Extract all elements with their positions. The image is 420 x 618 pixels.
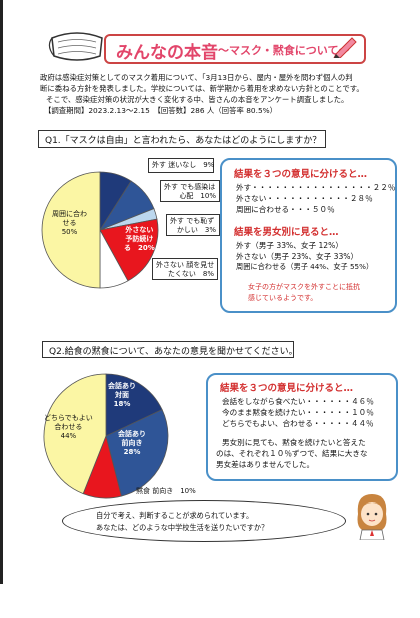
page-edge: [0, 0, 3, 584]
intro-text: 政府は感染症対策としてのマスク着用について、「3月13日から、屋内・屋外を問わず…: [40, 72, 392, 116]
pencil-icon: [333, 37, 357, 58]
q1-slice-3: [99, 218, 159, 282]
q1-summary-heading: 結果を３つの意見に分けると…: [234, 169, 368, 180]
q1-pie-chart: [41, 171, 159, 289]
bubble-line: 自分で考え、判断することが求められています。: [96, 511, 254, 520]
label-line: る 20%: [124, 244, 155, 252]
label-line: 周囲に合わ: [52, 210, 87, 218]
student-illustration: [357, 494, 387, 540]
q1-gender-line: 外す（男子 33%、女子 12%）: [236, 241, 343, 250]
label-line: どちらでもよい: [44, 414, 93, 422]
callout-text: 外す でも恥ず: [170, 217, 215, 225]
q2-summary-line: どちらでもよい、合わせる・・・・・４４％: [222, 419, 374, 428]
question-1: Q1.「マスクは自由」と言われたら、あなたはどのようにしますか？: [38, 130, 326, 148]
callout-text: かしい 3%: [176, 226, 216, 234]
label-line: 外さない: [125, 226, 154, 234]
callout-text: 外さない 顔を見せ: [156, 261, 215, 269]
label-line: 黙食 前向き 10%: [136, 487, 196, 495]
q1-callout-kao: 外さない 顔を見せ たくない 8%: [152, 258, 218, 280]
q2-summary-box: 結果を３つの意見に分けると… 会話をしながら食べたい・・・・・・４６％ 今のまま…: [206, 373, 398, 481]
q1-gender-line: 外さない（男子 23%、女子 33%）: [236, 252, 359, 261]
q2-slice-1: [105, 409, 169, 497]
callout-text: 外す でも感染は: [164, 183, 216, 191]
q2-label-mokushoku: 黙食 前向き 10%: [136, 487, 196, 496]
q1-gender-line: 周囲に合わせる（男子 44%、女子 55%）: [236, 262, 374, 271]
label-line: 44%: [60, 432, 77, 440]
q1-callout-hazukashii: 外す でも恥ず かしい 3%: [166, 214, 220, 236]
q1-summary-line: 外さない・・・・・・・・・・・２８％: [236, 194, 373, 203]
q2-label-taimen: 会話あり 対面 18%: [108, 382, 136, 409]
label-line: 会話あり: [108, 382, 136, 390]
q1-callout-nomayoi: 外す 迷いなし 9%: [148, 158, 214, 173]
q2-note: 男女別に見ても、黙食を続けたいと答えた: [222, 438, 366, 447]
question-2: Q2.給食の黙食について、あなたの意見を聞かせてください。: [42, 341, 298, 358]
label-line: 50%: [61, 228, 78, 236]
speech-bubble: [62, 500, 346, 542]
header: みんなの本音 ～マスク・黙食について～: [46, 30, 366, 64]
q1-note: 女子の方がマスクを外すことに抵抗: [248, 283, 360, 291]
q2-note: のは、それぞれ１０％ずつで、結果に大きな: [216, 449, 368, 458]
intro-line: 政府は感染症対策としてのマスク着用について、「3月13日から、屋内・屋外を問わず…: [40, 73, 353, 82]
q2-pie-chart: [43, 373, 169, 499]
q2-label-maemuki: 会話あり 前向き 28%: [118, 430, 146, 457]
q1-gender-heading: 結果を男女別に見ると…: [234, 227, 339, 238]
label-line: 前向き: [121, 439, 143, 447]
survey-info: 【調査期間】2023.2.13～2.15 【回答数】286 人（回答率 80.5…: [44, 106, 278, 115]
label-line: 会話あり: [118, 430, 146, 438]
q2-label-dochira: どちらでもよい 合わせる 44%: [44, 414, 93, 441]
q2-summary-line: 今のまま黙食を続けたい・・・・・・１０％: [222, 408, 374, 417]
title-box: みんなの本音 ～マスク・黙食について～: [104, 34, 366, 64]
q2-summary-heading: 結果を３つの意見に分けると…: [220, 383, 354, 394]
q1-summary-line: 周囲に合わせる・・・５０％: [236, 205, 335, 214]
intro-line: 断に委ねる方針を発表しました。学校については、新学期から着用を求めない方針とのこ…: [40, 84, 364, 93]
intro-line: そこで、感染症対策の状況が大きく変化する中、皆さんの本音をアンケート調査しました…: [46, 95, 349, 104]
label-line: 対面: [115, 391, 129, 399]
q1-label-shui: 周囲に合わ せる 50%: [52, 210, 87, 237]
q1-summary-line: 外す・・・・・・・・・・・・・・・・２２％: [236, 183, 396, 192]
q2-note: 男女差はありませんでした。: [216, 460, 315, 469]
bubble-line: あなたは、どのような中学校生活を送りたいですか？: [96, 523, 269, 532]
label-line: 合わせる: [54, 423, 83, 431]
q1-slice-5: [41, 171, 101, 289]
callout-text: 心配 10%: [179, 192, 216, 200]
q1-note: 感じているようです。: [248, 294, 318, 302]
q1-summary-box: 結果を３つの意見に分けると… 外す・・・・・・・・・・・・・・・・２２％ 外さな…: [220, 158, 397, 313]
label-line: 予防続け: [125, 235, 154, 243]
callout-text: 外す 迷いなし 9%: [152, 161, 215, 169]
label-line: 28%: [123, 448, 141, 456]
q1-callout-shinpai: 外す でも感染は 心配 10%: [160, 180, 220, 202]
mask-icon: [48, 32, 103, 61]
page-subtitle: ～マスク・黙食について～: [218, 44, 350, 57]
q2-summary-line: 会話をしながら食べたい・・・・・・４６％: [222, 397, 374, 406]
q2-slice-3: [43, 373, 107, 495]
label-line: 18%: [113, 400, 131, 408]
q2-slice-0: [105, 373, 163, 437]
callout-text: たくない 8%: [167, 270, 214, 278]
page-title: みんなの本音: [116, 43, 218, 63]
label-line: せる: [62, 219, 77, 227]
q1-label-yobou: 外さない 予防続け る 20%: [124, 226, 155, 253]
